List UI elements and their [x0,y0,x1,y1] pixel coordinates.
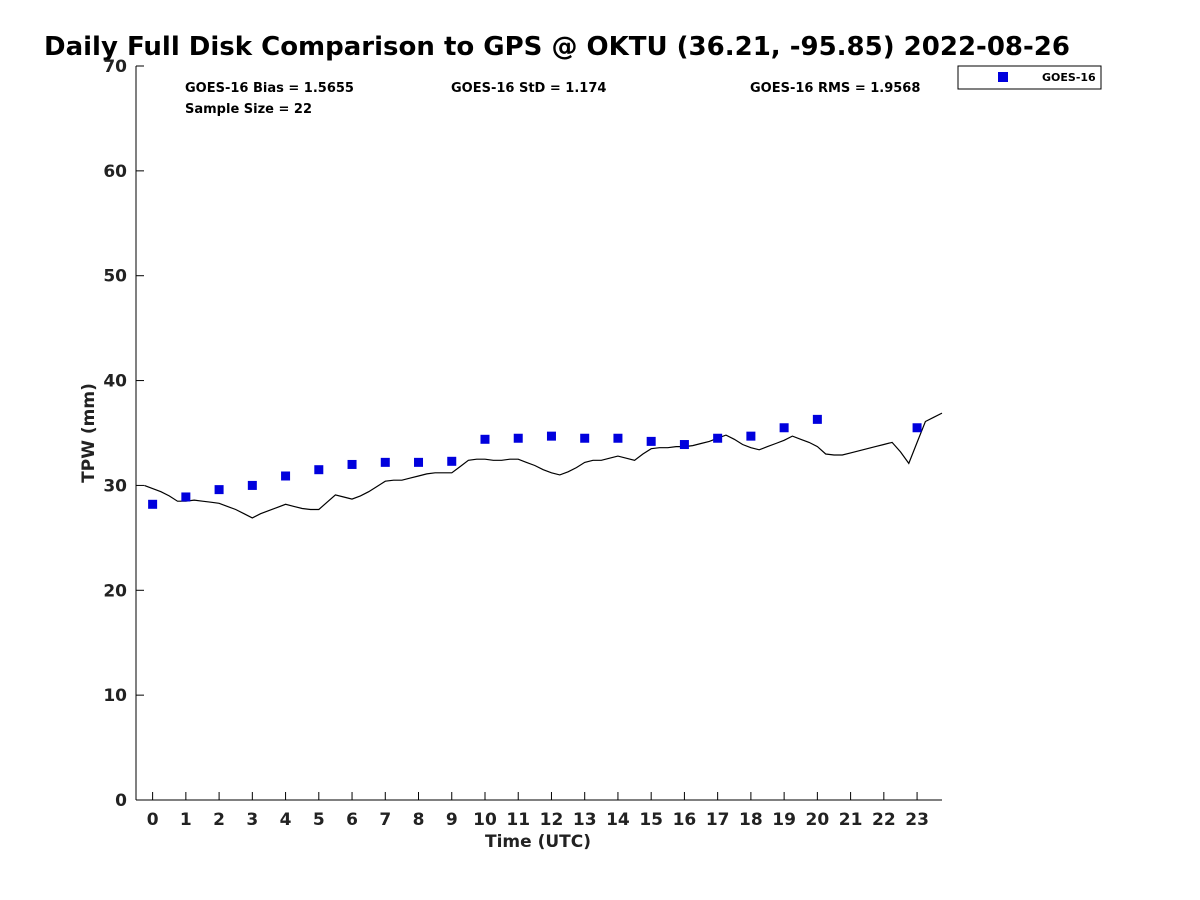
x-tick-label: 8 [413,810,425,830]
y-axis-label: TPW (mm) [79,383,99,483]
y-tick-label: 10 [103,686,127,706]
goes16-point [812,414,822,424]
x-tick-label: 5 [313,810,325,830]
x-tick-label: 4 [280,810,292,830]
stat-rms: GOES-16 RMS = 1.9568 [750,81,920,96]
goes16-point [247,480,257,490]
goes16-point [447,456,457,466]
x-tick-label: 22 [872,810,896,830]
goes16-point [713,433,723,443]
goes16-point [679,440,689,450]
goes16-point [281,471,291,481]
y-tick-label: 40 [103,372,127,392]
goes16-point [380,457,390,467]
y-tick-label: 20 [103,581,127,601]
x-tick-label: 21 [839,810,863,830]
x-tick-label: 23 [905,810,929,830]
x-axis-ticks: 0 1 2 3 4 5 6 7 8 9 10 11 12 13 14 15 16 17 18 19 20 21 22 23 [147,792,929,830]
goes16-point [546,431,556,441]
y-axis-ticks: 0 10 20 30 40 50 60 70 [103,57,144,811]
x-tick-label: 18 [739,810,763,830]
stat-sample-size: Sample Size = 22 [185,102,312,117]
y-tick-label: 60 [103,162,127,182]
legend-box [957,65,1102,90]
x-tick-label: 9 [446,810,458,830]
x-tick-label: 11 [506,810,530,830]
stat-bias: GOES-16 Bias = 1.5655 [185,81,354,96]
stat-std: GOES-16 StD = 1.174 [451,81,606,96]
legend-label-goes16: GOES-16 [1042,71,1096,84]
goes16-point [214,485,224,495]
x-tick-label: 2 [213,810,225,830]
legend-marker-goes16 [998,72,1008,82]
x-tick-label: 14 [606,810,630,830]
goes16-point [347,459,357,469]
x-axis-label: Time (UTC) [485,832,591,852]
goes16-point [912,423,922,433]
x-tick-label: 1 [180,810,192,830]
y-tick-label: 70 [103,57,127,77]
x-tick-label: 12 [540,810,564,830]
goes16-point [314,465,324,475]
x-tick-label: 20 [806,810,830,830]
chart-title: Daily Full Disk Comparison to GPS @ OKTU… [44,32,1070,62]
x-tick-label: 13 [573,810,597,830]
x-tick-label: 15 [639,810,663,830]
goes16-scatter-series [148,414,922,509]
x-tick-label: 17 [706,810,730,830]
gps-tpw-line [144,412,943,519]
goes16-point [181,492,191,502]
x-tick-label: 16 [673,810,697,830]
legend: GOES-16 [957,65,1102,90]
goes16-point [646,436,656,446]
goes16-point [613,433,623,443]
x-tick-label: 6 [346,810,358,830]
x-tick-label: 10 [473,810,497,830]
goes16-point [414,457,424,467]
x-tick-label: 19 [772,810,796,830]
goes16-point [480,434,490,444]
goes16-point [580,433,590,443]
y-tick-label: 0 [115,791,127,811]
goes16-point [746,431,756,441]
y-tick-label: 50 [103,267,127,287]
x-tick-label: 7 [379,810,391,830]
y-tick-label: 30 [103,476,127,496]
x-tick-label: 0 [147,810,159,830]
x-tick-label: 3 [246,810,258,830]
gps-line-series [144,412,943,519]
goes16-point [513,433,523,443]
goes16-point [779,423,789,433]
goes16-point [148,499,158,509]
